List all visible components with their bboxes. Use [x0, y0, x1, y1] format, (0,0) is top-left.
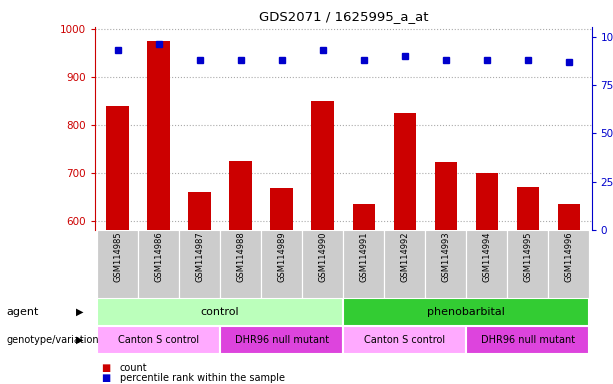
Text: ▶: ▶ — [76, 335, 83, 345]
Bar — [343, 230, 384, 298]
Text: count: count — [120, 363, 147, 373]
Text: GSM114993: GSM114993 — [441, 232, 451, 282]
Text: Canton S control: Canton S control — [118, 335, 199, 345]
Title: GDS2071 / 1625995_a_at: GDS2071 / 1625995_a_at — [259, 10, 428, 23]
Bar — [435, 162, 457, 384]
Text: Canton S control: Canton S control — [364, 335, 446, 345]
Bar — [311, 101, 334, 384]
Text: ■: ■ — [101, 373, 110, 383]
Bar — [188, 192, 211, 384]
Bar — [517, 187, 539, 384]
Text: control: control — [201, 307, 240, 317]
Bar — [261, 230, 302, 298]
Bar — [394, 113, 416, 384]
Bar — [508, 230, 549, 298]
Bar — [97, 298, 343, 326]
Text: DHR96 null mutant: DHR96 null mutant — [481, 335, 575, 345]
Bar — [97, 230, 138, 298]
Bar — [549, 230, 590, 298]
Bar — [343, 298, 590, 326]
Text: GSM114991: GSM114991 — [359, 232, 368, 282]
Text: GSM114987: GSM114987 — [195, 232, 204, 283]
Text: GSM114988: GSM114988 — [236, 232, 245, 283]
Text: GSM114995: GSM114995 — [524, 232, 533, 282]
Bar — [476, 173, 498, 384]
Text: GSM114989: GSM114989 — [277, 232, 286, 282]
Text: agent: agent — [6, 307, 39, 317]
Bar — [220, 326, 343, 354]
Bar — [425, 230, 466, 298]
Bar — [138, 230, 179, 298]
Text: ▶: ▶ — [76, 307, 83, 317]
Bar — [229, 161, 252, 384]
Bar — [558, 204, 581, 384]
Text: percentile rank within the sample: percentile rank within the sample — [120, 373, 284, 383]
Text: GSM114996: GSM114996 — [565, 232, 574, 282]
Text: DHR96 null mutant: DHR96 null mutant — [235, 335, 329, 345]
Bar — [352, 204, 375, 384]
Bar — [466, 326, 590, 354]
Bar — [343, 326, 466, 354]
Bar — [147, 41, 170, 384]
Bar — [466, 230, 508, 298]
Text: GSM114992: GSM114992 — [400, 232, 409, 282]
Text: GSM114985: GSM114985 — [113, 232, 122, 282]
Text: GSM114990: GSM114990 — [318, 232, 327, 282]
Bar — [220, 230, 261, 298]
Text: GSM114986: GSM114986 — [154, 232, 163, 283]
Text: GSM114994: GSM114994 — [482, 232, 492, 282]
Bar — [270, 188, 293, 384]
Bar — [106, 106, 129, 384]
Bar — [97, 326, 220, 354]
Text: genotype/variation: genotype/variation — [6, 335, 99, 345]
Bar — [302, 230, 343, 298]
Text: phenobarbital: phenobarbital — [427, 307, 505, 317]
Text: ■: ■ — [101, 363, 110, 373]
Bar — [384, 230, 425, 298]
Bar — [179, 230, 220, 298]
